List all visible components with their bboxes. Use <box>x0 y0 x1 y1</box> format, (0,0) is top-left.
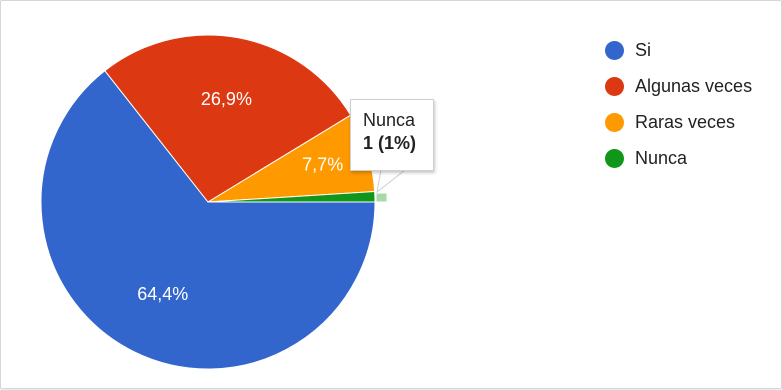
tooltip-value: 1 (1%) <box>363 133 417 153</box>
legend-swatch-algunas-veces <box>605 76 624 96</box>
legend: Si Algunas veces Raras veces Nunca <box>605 32 752 176</box>
hover-marker <box>375 192 388 203</box>
legend-label-nunca: Nunca <box>635 147 688 168</box>
legend-swatch-nunca <box>605 148 624 168</box>
legend-label-raras-veces: Raras veces <box>635 111 736 132</box>
tooltip-pointer <box>376 169 407 194</box>
legend-label-algunas-veces: Algunas veces <box>635 75 753 96</box>
tooltip: Nunca 1 (1%) <box>350 99 434 171</box>
slice-label-algunas-veces: 26,9% <box>201 89 252 109</box>
slice-label-raras-veces: 7,7% <box>302 155 343 175</box>
legend-item-raras-veces[interactable]: Raras veces <box>605 104 752 140</box>
legend-swatch-si <box>605 40 624 60</box>
tooltip-title: Nunca <box>363 110 416 130</box>
legend-item-nunca[interactable]: Nunca <box>605 140 752 176</box>
pie-slice-algunas-veces[interactable] <box>104 34 352 203</box>
legend-label-si: Si <box>635 39 652 60</box>
pie-slice-nunca[interactable] <box>207 190 376 203</box>
legend-item-si[interactable]: Si <box>605 32 752 68</box>
slice-label-si: 64,4% <box>137 284 188 304</box>
legend-swatch-raras-veces <box>605 112 624 132</box>
pie-slice-si[interactable] <box>40 69 376 370</box>
legend-item-algunas-veces[interactable]: Algunas veces <box>605 68 752 104</box>
